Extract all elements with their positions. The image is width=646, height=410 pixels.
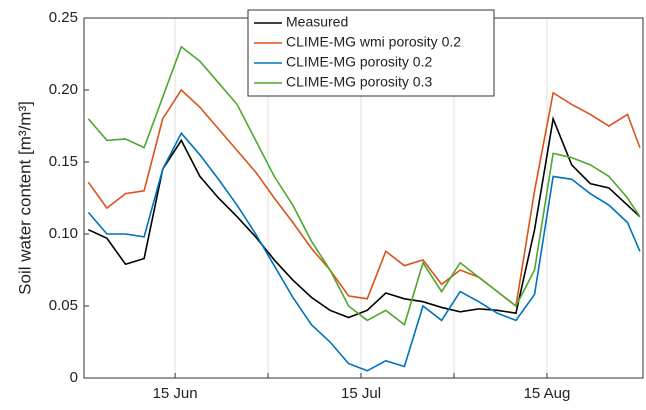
series-line [87, 45, 641, 327]
legend-box [247, 9, 495, 97]
y-tick-label: 0.15 [49, 153, 78, 170]
x-tick-label: 15 Jun [153, 385, 198, 402]
series-line [87, 88, 641, 308]
legend-label: CLIME-MG porosity 0.3 [286, 74, 432, 90]
x-tick-label: 15 Jul [341, 385, 381, 402]
series-line [87, 131, 641, 372]
y-tick-label: 0.05 [49, 297, 78, 314]
y-tick-label: 0.25 [49, 9, 78, 26]
y-axis-label: Soil water content [m³/m³] [15, 101, 34, 295]
x-tick-label: 15 Aug [524, 385, 571, 402]
series-line [88, 115, 641, 319]
y-tick-label: 0.20 [49, 81, 78, 98]
legend-label: Measured [286, 14, 348, 30]
legend-label: CLIME-MG porosity 0.2 [286, 54, 432, 70]
y-tick-label: 0.10 [49, 225, 78, 242]
y-tick-label: 0 [70, 369, 78, 386]
legend-label: CLIME-MG wmi porosity 0.2 [286, 34, 461, 50]
